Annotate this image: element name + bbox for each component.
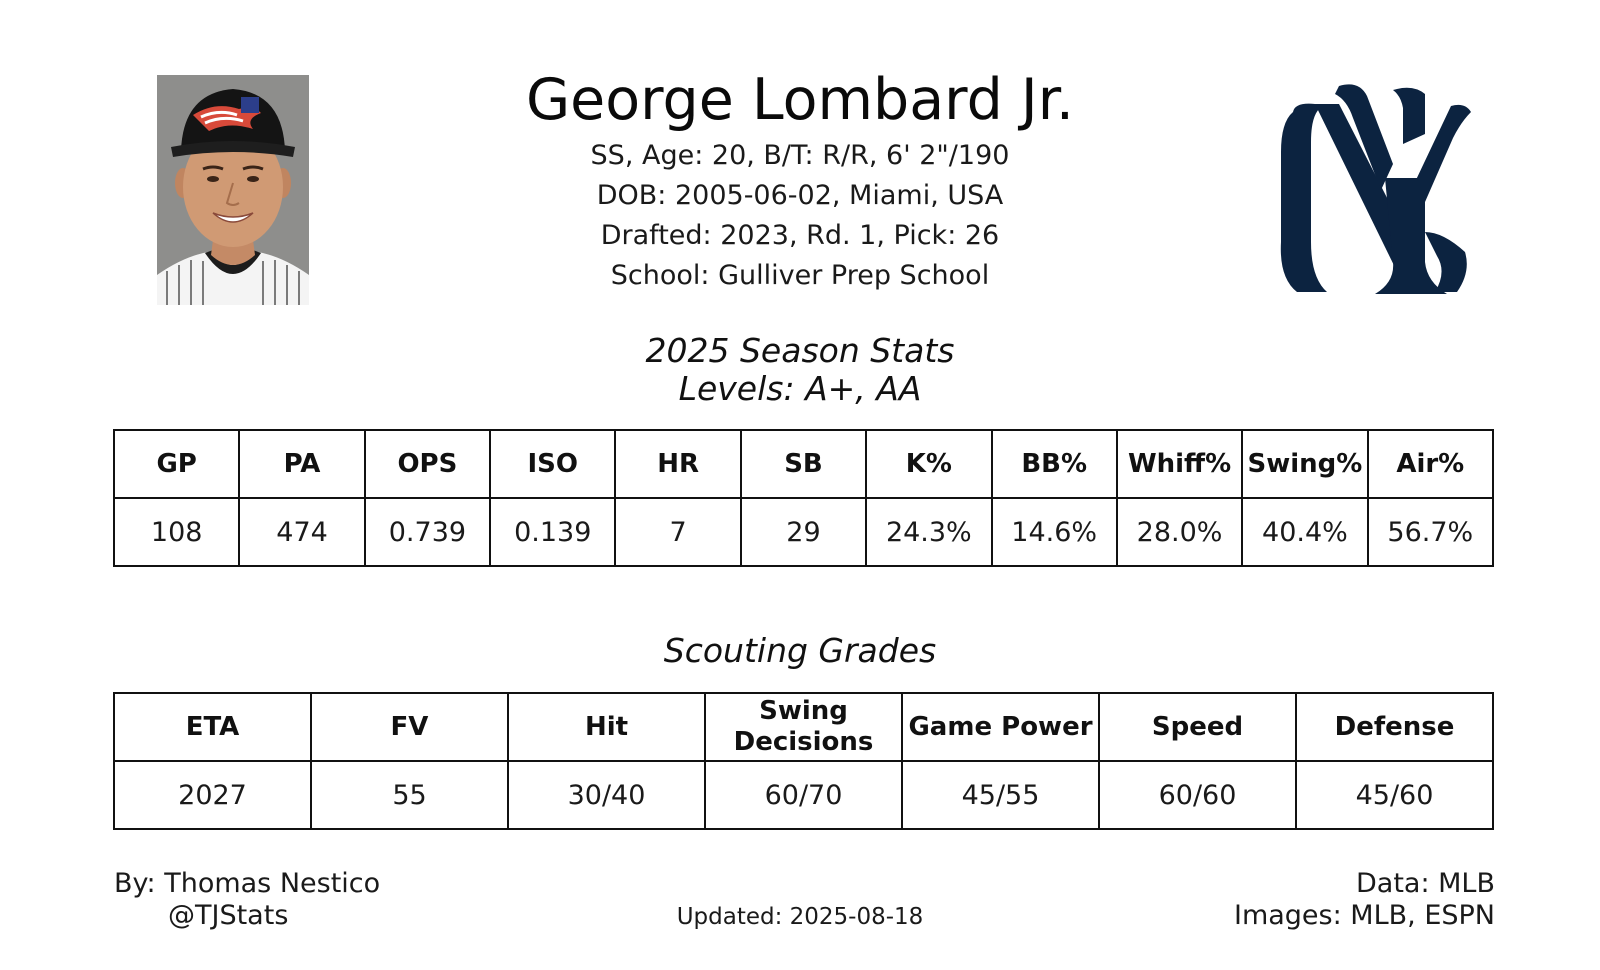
player-dob: DOB: 2005-06-02, Miami, USA	[596, 180, 1004, 211]
images-source: Images: MLB, ESPN	[1233, 900, 1495, 931]
player-school: School: Gulliver Prep School	[610, 260, 990, 291]
scouting-grades-table: ETA FV Hit Swing Decisions Game Power Speed De…	[113, 692, 1494, 830]
grade-value-cell: 60/70	[704, 760, 903, 830]
grade-header-cell: Swing Decisions	[704, 692, 903, 762]
stat-value-cell: 14.6%	[990, 497, 1118, 567]
stat-header-cell: ISO	[489, 429, 617, 499]
stat-header-cell: SB	[739, 429, 868, 499]
stat-value-cell: 7	[614, 497, 742, 567]
stats-value-row: 108 474 0.739 0.139 7 29 24.3% 14.6% 28.0% 40.4% 5…	[112, 497, 1495, 567]
stat-header-cell: K%	[865, 429, 993, 499]
grade-value-cell: 60/60	[1098, 760, 1297, 830]
author-credit: By: Thomas Nestico	[114, 868, 381, 899]
grade-header-cell: FV	[310, 692, 509, 762]
grades-header-row: ETA FV Hit Swing Decisions Game Power Speed De…	[113, 692, 1494, 762]
scouting-grades-title: Scouting Grades	[663, 631, 937, 670]
data-source: Data: MLB	[1355, 868, 1495, 899]
stat-header-cell: Air%	[1366, 429, 1495, 499]
stat-header-cell: GP	[112, 429, 241, 499]
author-handle: @TJStats	[168, 900, 289, 931]
stat-value-cell: 29	[739, 497, 868, 567]
credits: By: Thomas Nestico @TJStats	[114, 868, 380, 932]
grade-header-cell: Speed	[1098, 692, 1297, 762]
grade-value-cell: 55	[310, 760, 509, 830]
player-draft: Drafted: 2023, Rd. 1, Pick: 26	[600, 220, 1000, 251]
stat-value-cell: 56.7%	[1366, 497, 1495, 567]
sources: Data: MLB Images: MLB, ESPN	[1234, 868, 1495, 932]
grade-value-cell: 45/60	[1295, 760, 1494, 830]
stat-value-cell: 0.739	[363, 497, 492, 567]
stat-value-cell: 28.0%	[1115, 497, 1244, 567]
grade-value-cell: 2027	[113, 760, 312, 830]
grade-header-cell: Game Power	[901, 692, 1100, 762]
grade-header-cell: Defense	[1295, 692, 1494, 762]
grade-value-cell: 30/40	[507, 760, 706, 830]
season-stats-title: 2025 Season Stats	[645, 331, 955, 370]
grade-header-cell: ETA	[113, 692, 312, 762]
season-levels: Levels: A+, AA	[678, 369, 922, 408]
stat-value-cell: 474	[238, 497, 366, 567]
player-bio: SS, Age: 20, B/T: R/R, 6' 2"/190	[590, 140, 1010, 171]
stat-header-cell: PA	[238, 429, 366, 499]
grades-value-row: 2027 55 30/40 60/70 45/55 60/60 45/60	[113, 760, 1494, 830]
stat-value-cell: 0.139	[489, 497, 617, 567]
new-york-yankees-logo	[1275, 82, 1475, 302]
stats-header-row: GP PA OPS ISO HR SB K% BB% Whiff% Swing% Air%	[112, 429, 1495, 499]
stat-header-cell: HR	[614, 429, 742, 499]
updated-date: Updated: 2025-08-18	[676, 904, 924, 930]
grade-header-cell: Hit	[507, 692, 706, 762]
stat-header-cell: OPS	[363, 429, 492, 499]
player-name: George Lombard Jr.	[525, 67, 1075, 133]
stat-header-cell: Whiff%	[1115, 429, 1244, 499]
stat-value-cell: 40.4%	[1241, 497, 1369, 567]
grade-value-cell: 45/55	[901, 760, 1100, 830]
stat-value-cell: 24.3%	[865, 497, 993, 567]
season-stats-table: GP PA OPS ISO HR SB K% BB% Whiff% Swing% Air% 108 4…	[112, 429, 1495, 567]
stat-header-cell: Swing%	[1241, 429, 1369, 499]
player-headshot	[157, 75, 309, 305]
stat-header-cell: BB%	[990, 429, 1118, 499]
stat-value-cell: 108	[112, 497, 241, 567]
